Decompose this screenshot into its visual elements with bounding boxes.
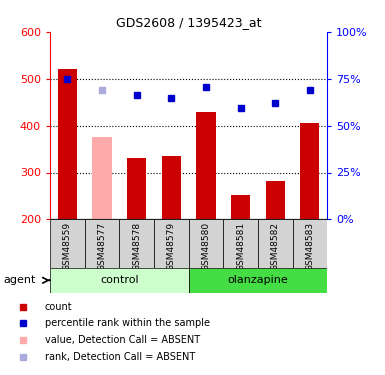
- Bar: [58, 69, 77, 219]
- Text: GSM48581: GSM48581: [236, 222, 245, 271]
- Text: rank, Detection Call = ABSENT: rank, Detection Call = ABSENT: [45, 352, 195, 362]
- Bar: [196, 112, 216, 219]
- Text: GSM48583: GSM48583: [305, 222, 315, 271]
- Text: GSM48580: GSM48580: [201, 222, 211, 271]
- Bar: [223, 219, 258, 268]
- Title: GDS2608 / 1395423_at: GDS2608 / 1395423_at: [116, 16, 261, 29]
- Text: value, Detection Call = ABSENT: value, Detection Call = ABSENT: [45, 335, 200, 345]
- Text: olanzapine: olanzapine: [228, 275, 288, 285]
- Bar: [258, 219, 293, 268]
- Bar: [189, 219, 223, 268]
- Bar: [231, 195, 250, 219]
- Bar: [119, 219, 154, 268]
- Bar: [85, 219, 119, 268]
- Text: GSM48559: GSM48559: [63, 222, 72, 271]
- Text: GSM48578: GSM48578: [132, 222, 141, 271]
- Bar: [50, 219, 85, 268]
- Bar: [300, 123, 320, 219]
- Text: percentile rank within the sample: percentile rank within the sample: [45, 318, 210, 328]
- Bar: [50, 268, 189, 292]
- Bar: [266, 181, 285, 219]
- Text: agent: agent: [4, 275, 36, 285]
- Bar: [154, 219, 189, 268]
- Bar: [162, 156, 181, 219]
- Bar: [127, 158, 146, 219]
- Text: GSM48579: GSM48579: [167, 222, 176, 271]
- Text: control: control: [100, 275, 139, 285]
- Bar: [293, 219, 327, 268]
- Bar: [92, 137, 112, 219]
- Text: count: count: [45, 302, 72, 312]
- Text: GSM48577: GSM48577: [97, 222, 107, 271]
- Text: GSM48582: GSM48582: [271, 222, 280, 271]
- Bar: [189, 268, 327, 292]
